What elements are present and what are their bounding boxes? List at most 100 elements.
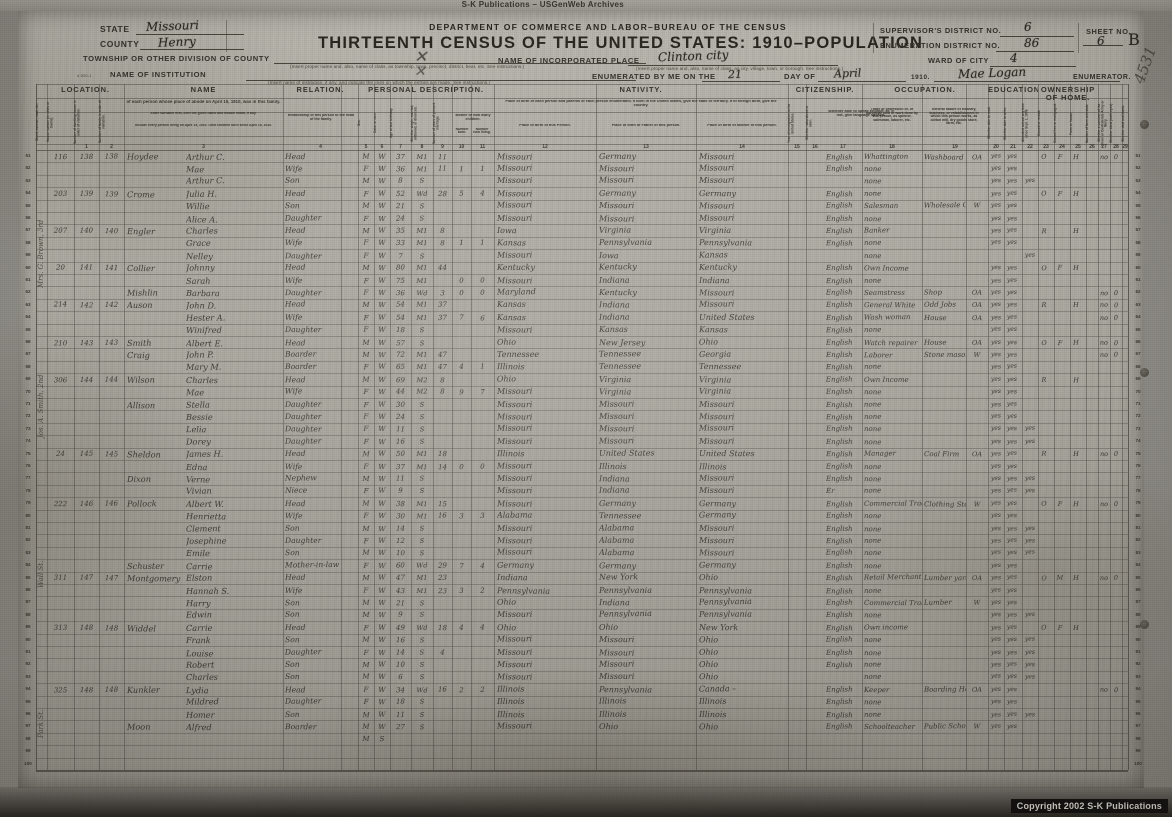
cell-age: 44 — [395, 387, 405, 396]
cell-lang: English — [825, 685, 853, 694]
cell-occ: Watch repairer — [864, 338, 918, 347]
cell-write: yes — [1007, 648, 1018, 656]
table-row[interactable]: 325 148 148 Kunkler Lydia Head F W 34 Wd 16 2 2 Illin… — [36, 683, 1128, 695]
cell-age: 14 — [395, 647, 405, 657]
cell-given: Josephine — [185, 535, 227, 546]
cell-mpob: Ohio — [698, 659, 719, 669]
line-number-right-88: 88 — [1135, 611, 1141, 617]
personal-mother-of: Mother of how many children. — [455, 114, 491, 121]
cell-lang: English — [825, 635, 853, 644]
cell-write: yes — [1006, 722, 1018, 730]
table-row[interactable]: Mildred Daughter F W 18 S Illinois Illinois Illi… — [36, 696, 1128, 708]
cell-race: W — [378, 673, 386, 682]
cell-read: yes — [990, 437, 1002, 445]
table-row[interactable]: Dorey Daughter F W 16 S Missouri Missouri Missou… — [36, 435, 1128, 447]
cell-pob: Ohio — [496, 337, 517, 347]
table-row[interactable]: Emile Son M W 10 S Missouri Alabama Missouri Engl… — [36, 547, 1128, 559]
census-title: THIRTEENTH CENSUS OF THE UNITED STATES: … — [318, 34, 924, 52]
table-row[interactable]: Craig John P. Boarder M W 72 M1 47 Tennessee Tenn… — [36, 348, 1128, 360]
cell-years: 23 — [438, 574, 447, 583]
table-row[interactable]: Mishlin Barbara Daughter F W 36 Wd 3 0 0 Maryland K… — [36, 286, 1128, 298]
cell-race: W — [378, 623, 386, 632]
cell-free: F — [1057, 338, 1063, 347]
cell-pob: Illinois — [496, 684, 525, 694]
table-row[interactable]: Willie Son M W 21 S Missouri Missouri Missouri En… — [36, 200, 1128, 212]
cell-read: yes — [990, 685, 1001, 693]
township-label: TOWNSHIP OR OTHER DIVISION OF COUNTY — [83, 54, 270, 63]
table-row[interactable]: Louise Daughter F W 14 S 4 Missouri Missouri Ohio… — [36, 646, 1128, 658]
cell-sex: F — [363, 437, 369, 446]
table-row[interactable]: 311 147 147 Montgomery Elston Head M W 47 M1 23 Ind… — [36, 572, 1128, 584]
table-row[interactable]: Edna Wife F W 37 M1 14 0 0 Missouri Illinois Illino… — [36, 460, 1128, 472]
table-row[interactable]: Schuster Carrie Mother-in-law F W 60 Wd 29 7 4 Ger… — [36, 559, 1128, 572]
table-row[interactable]: Frank Son M W 16 S Missouri Missouri Ohio English… — [36, 634, 1128, 646]
cell-fpob: Tennessee — [598, 361, 642, 372]
table-row[interactable]: Hannah S. Wife F W 43 M1 23 3 2 Pennsylvania Penns… — [36, 584, 1128, 596]
table-row[interactable]: Mae Wife F W 36 M1 11 1 1 Missouri Missouri Missour… — [36, 162, 1128, 174]
cell-years: 28 — [438, 189, 447, 198]
cell-fpob: Illinois — [599, 461, 627, 471]
cell-write: yes — [1006, 189, 1017, 197]
table-row[interactable]: Dixon Verne Nephew M W 11 S Missouri Indiana Miss… — [36, 472, 1128, 484]
table-row[interactable]: Grace Wife F W 33 M1 8 1 1 Kansas Pennsylvania Penn… — [36, 237, 1128, 249]
table-row[interactable]: Robert Son M W 10 S Missouri Missouri Ohio Englis… — [36, 658, 1128, 670]
cell-sex: F — [363, 325, 369, 334]
line-number-right-100: 100 — [1134, 760, 1142, 766]
cell-own: R — [1041, 227, 1047, 236]
line-number-right-96: 96 — [1135, 711, 1141, 716]
cell-emp: OA — [971, 574, 983, 583]
table-row[interactable]: Harry Son M W 21 S Ohio Indiana Pennsylvania Engl… — [36, 596, 1128, 608]
table-row[interactable]: 214 142 142 Auson John D. Head M W 54 M1 37 Kansas I… — [36, 299, 1128, 311]
cell-sex: M — [362, 474, 370, 483]
table-row[interactable]: Hester A. Wife F W 54 M1 37 7 6 Kansas Indiana Unit… — [36, 311, 1128, 323]
table-row[interactable]: 116 138 138 Hoydee Arthur C. Head M W 37 M1 11 Miss… — [36, 150, 1128, 162]
cell-read: yes — [990, 238, 1001, 246]
cell-sex: F — [363, 586, 369, 595]
cell-read: yes — [990, 201, 1001, 209]
line-number-left-84: 84 — [25, 562, 31, 568]
personal-num-born: Number born. — [455, 128, 469, 135]
cell-write: yes — [1007, 214, 1018, 222]
cell-age: 18 — [395, 697, 405, 706]
table-row[interactable]: Vivian Niece F W 9 S Missouri Indiana Missouri Er… — [36, 485, 1128, 497]
table-row[interactable] — [36, 758, 1128, 770]
table-row[interactable]: Mary M. Boarder F W 65 M1 47 4 1 Illinois Tennesse… — [36, 361, 1128, 373]
table-row[interactable]: Nelley Daughter F W 7 S Missouri Iowa Kansas none… — [36, 249, 1128, 261]
table-row[interactable] — [36, 745, 1128, 757]
cell-living: 1 — [480, 238, 485, 247]
table-row[interactable]: 207 140 140 Engler Charles Head M W 35 M1 8 Iowa Vir… — [36, 224, 1128, 236]
table-row[interactable]: 210 143 143 Smith Albert E. Head M W 57 S Ohio New … — [36, 336, 1128, 348]
table-row[interactable]: 306 144 144 Wilson Charles Head M W 69 M2 8 Ohio Vir… — [36, 373, 1128, 385]
cell-write: yes — [1006, 573, 1017, 581]
cell-pob: Ohio — [496, 597, 517, 607]
table-row[interactable]: Edwin Son M W 9 S Missouri Pennsylvania Pennsylv… — [36, 609, 1128, 621]
table-row[interactable]: Lelia Daughter F W 11 S Missouri Missouri Missou… — [36, 423, 1128, 435]
table-row[interactable]: 24 145 145 Sheldon James H. Head M W 50 M1 18 Illin… — [36, 448, 1128, 460]
table-row[interactable]: Charles Son M W 6 S Missouri Missouri Ohio none ye… — [36, 671, 1128, 683]
cell-read: yes — [990, 350, 1002, 358]
state-value: Missouri — [145, 17, 200, 35]
table-row[interactable]: Mae Wife F W 44 M2 8 9 7 Missouri Virginia Virginia… — [36, 386, 1128, 398]
table-row[interactable]: Winifred Daughter F W 18 S Missouri Kansas Kansa… — [36, 324, 1128, 336]
cell-lang: English — [826, 574, 853, 583]
cell-fpob: Missouri — [598, 659, 635, 669]
table-row[interactable]: Arthur C. Son M W 8 S Missouri Missouri Missouri… — [36, 175, 1128, 187]
table-row[interactable]: 222 146 146 Pollock Albert W. Head M W 38 M1 15 Mis… — [36, 497, 1128, 509]
table-row[interactable]: 20 141 141 Collier Johnny Head M W 80 M1 44 Kentuck… — [36, 262, 1128, 274]
cell-ind: Odd Jobs — [923, 300, 957, 310]
cell-living: 4 — [480, 189, 485, 198]
line-number-left-63: 63 — [25, 301, 31, 307]
cell-pob: Missouri — [496, 523, 533, 533]
table-row[interactable]: Alice A. Daughter F W 24 S Missouri Missouri Mis… — [36, 212, 1128, 224]
cell-occ: Wash woman — [863, 312, 911, 322]
cell-oow: no — [1099, 499, 1109, 508]
table-row[interactable]: Allison Stella Daughter F W 30 S Missouri Missou… — [36, 398, 1128, 410]
table-row[interactable]: Henrietta Wife F W 30 M1 16 3 3 Alabama Tennessee G… — [36, 510, 1128, 522]
table-row[interactable]: Moon Alfred Boarder M W 27 S Missouri Ohio Ohio En… — [36, 720, 1128, 732]
cell-born: 3 — [459, 586, 464, 595]
cell-age: 16 — [396, 636, 406, 645]
cell-marital: S — [419, 647, 425, 657]
cell-marital: S — [419, 697, 425, 706]
table-row[interactable]: Clement Son M W 14 S Missouri Alabama Missouri En… — [36, 522, 1128, 534]
